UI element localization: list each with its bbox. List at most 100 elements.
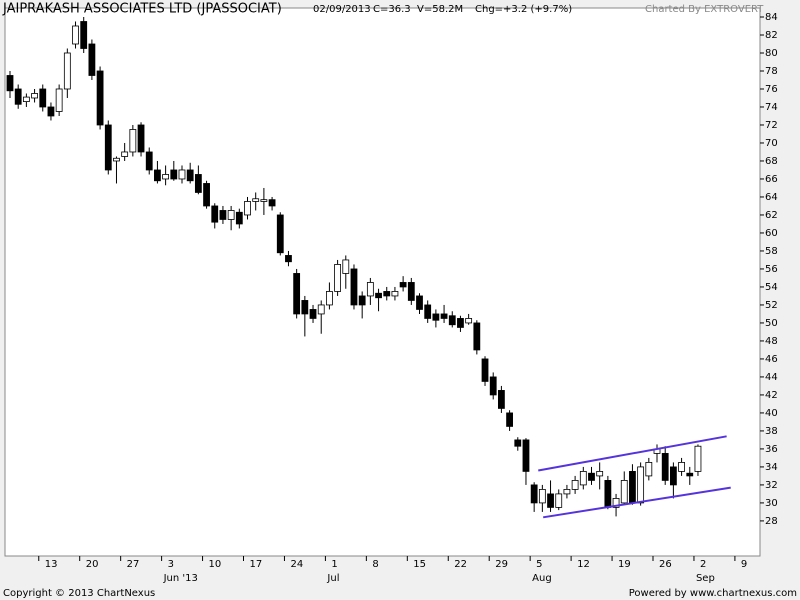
candle-body bbox=[72, 25, 79, 45]
candle-body bbox=[14, 88, 22, 105]
candle-body bbox=[604, 480, 612, 508]
y-tick-label: 84 bbox=[765, 12, 778, 23]
candle-body bbox=[63, 52, 71, 90]
y-tick-label: 62 bbox=[765, 210, 778, 221]
candle-body bbox=[96, 70, 104, 126]
candle-body bbox=[186, 169, 194, 182]
credit: Charted By EXTROVERT bbox=[645, 4, 764, 15]
candle-body bbox=[235, 211, 243, 225]
candle-body bbox=[129, 129, 137, 153]
y-tick-label: 60 bbox=[765, 228, 778, 239]
candle-body bbox=[342, 259, 350, 274]
volume-label: V=58.2M bbox=[417, 4, 463, 15]
candle-body bbox=[473, 322, 481, 351]
candle-body bbox=[620, 480, 628, 504]
x-tick-label: 3 bbox=[168, 559, 174, 570]
x-tick-label: 5 bbox=[536, 559, 542, 570]
y-tick-label: 32 bbox=[765, 480, 778, 491]
candle-body bbox=[391, 291, 399, 297]
candle-body bbox=[416, 295, 423, 310]
x-tick-label: 12 bbox=[577, 559, 590, 570]
candle-body bbox=[588, 472, 595, 481]
x-tick-label: 29 bbox=[495, 559, 508, 570]
candle-body bbox=[88, 43, 96, 76]
candle-body bbox=[137, 124, 145, 153]
candle-body bbox=[457, 318, 464, 328]
candle-body bbox=[661, 453, 669, 481]
candle-body bbox=[301, 300, 309, 315]
y-tick-label: 54 bbox=[765, 282, 778, 293]
x-tick-label: 26 bbox=[659, 559, 672, 570]
candle-body bbox=[678, 462, 685, 472]
x-tick-label: 27 bbox=[127, 559, 140, 570]
y-tick-label: 30 bbox=[765, 498, 778, 509]
candle-body bbox=[334, 264, 342, 292]
candle-body bbox=[55, 88, 63, 112]
y-tick-label: 76 bbox=[765, 84, 778, 95]
y-tick-label: 44 bbox=[765, 372, 778, 383]
candle-body bbox=[432, 313, 440, 321]
x-tick-label: 24 bbox=[290, 559, 303, 570]
candle-body bbox=[203, 183, 210, 207]
candle-body bbox=[424, 304, 432, 319]
candle-body bbox=[276, 214, 284, 254]
y-tick-label: 78 bbox=[765, 66, 778, 77]
candle-body bbox=[522, 439, 530, 472]
candle-body bbox=[80, 21, 88, 49]
candle-body bbox=[407, 282, 415, 301]
candle-body bbox=[547, 493, 554, 508]
candle-body bbox=[514, 439, 522, 447]
candle-body bbox=[571, 480, 579, 490]
candle-body bbox=[285, 255, 292, 263]
x-tick-label: 9 bbox=[741, 559, 747, 570]
y-tick-label: 70 bbox=[765, 138, 778, 149]
y-tick-label: 36 bbox=[765, 444, 778, 455]
y-tick-label: 52 bbox=[765, 300, 778, 311]
x-tick-label: 10 bbox=[209, 559, 222, 570]
candle-body bbox=[260, 199, 268, 202]
candle-body bbox=[113, 157, 120, 162]
candle-body bbox=[219, 210, 227, 220]
candle-body bbox=[170, 169, 178, 180]
candle-body bbox=[6, 75, 14, 92]
month-label: Aug bbox=[532, 573, 552, 584]
candle-body bbox=[645, 462, 653, 477]
candle-body bbox=[686, 472, 694, 477]
x-tick-label: 8 bbox=[372, 559, 378, 570]
candle-body bbox=[227, 210, 235, 220]
x-tick-label: 20 bbox=[86, 559, 99, 570]
y-tick-label: 42 bbox=[765, 390, 778, 401]
x-tick-label: 2 bbox=[700, 559, 706, 570]
candle-body bbox=[448, 315, 456, 326]
trendline bbox=[538, 435, 727, 472]
trendline bbox=[543, 486, 731, 519]
candle-body bbox=[194, 174, 202, 193]
y-tick-label: 46 bbox=[765, 354, 778, 365]
candle-body bbox=[497, 390, 505, 409]
y-tick-label: 68 bbox=[765, 156, 778, 167]
candle-body bbox=[440, 313, 448, 319]
footer-right: Powered by www.chartnexus.com bbox=[629, 588, 797, 599]
y-tick-label: 80 bbox=[765, 48, 778, 59]
y-tick-label: 82 bbox=[765, 30, 778, 41]
candle-body bbox=[669, 466, 677, 486]
x-tick-label: 15 bbox=[413, 559, 426, 570]
candle-body bbox=[252, 198, 260, 202]
x-tick-label: 13 bbox=[45, 559, 58, 570]
candle-body bbox=[637, 466, 645, 504]
candle-body bbox=[383, 291, 391, 297]
y-tick-label: 34 bbox=[765, 462, 778, 473]
candle-body bbox=[309, 309, 317, 319]
candle-body bbox=[465, 318, 473, 324]
x-tick-label: 17 bbox=[250, 559, 263, 570]
candle-body bbox=[489, 376, 497, 396]
candle-body bbox=[350, 268, 358, 306]
close-label: C=36.3 bbox=[373, 4, 411, 15]
y-tick-label: 72 bbox=[765, 120, 778, 131]
candle-body bbox=[366, 282, 374, 297]
candle-body bbox=[563, 489, 571, 495]
candle-body bbox=[104, 124, 112, 171]
month-label: Sep bbox=[696, 573, 715, 584]
candle-body bbox=[375, 292, 382, 299]
